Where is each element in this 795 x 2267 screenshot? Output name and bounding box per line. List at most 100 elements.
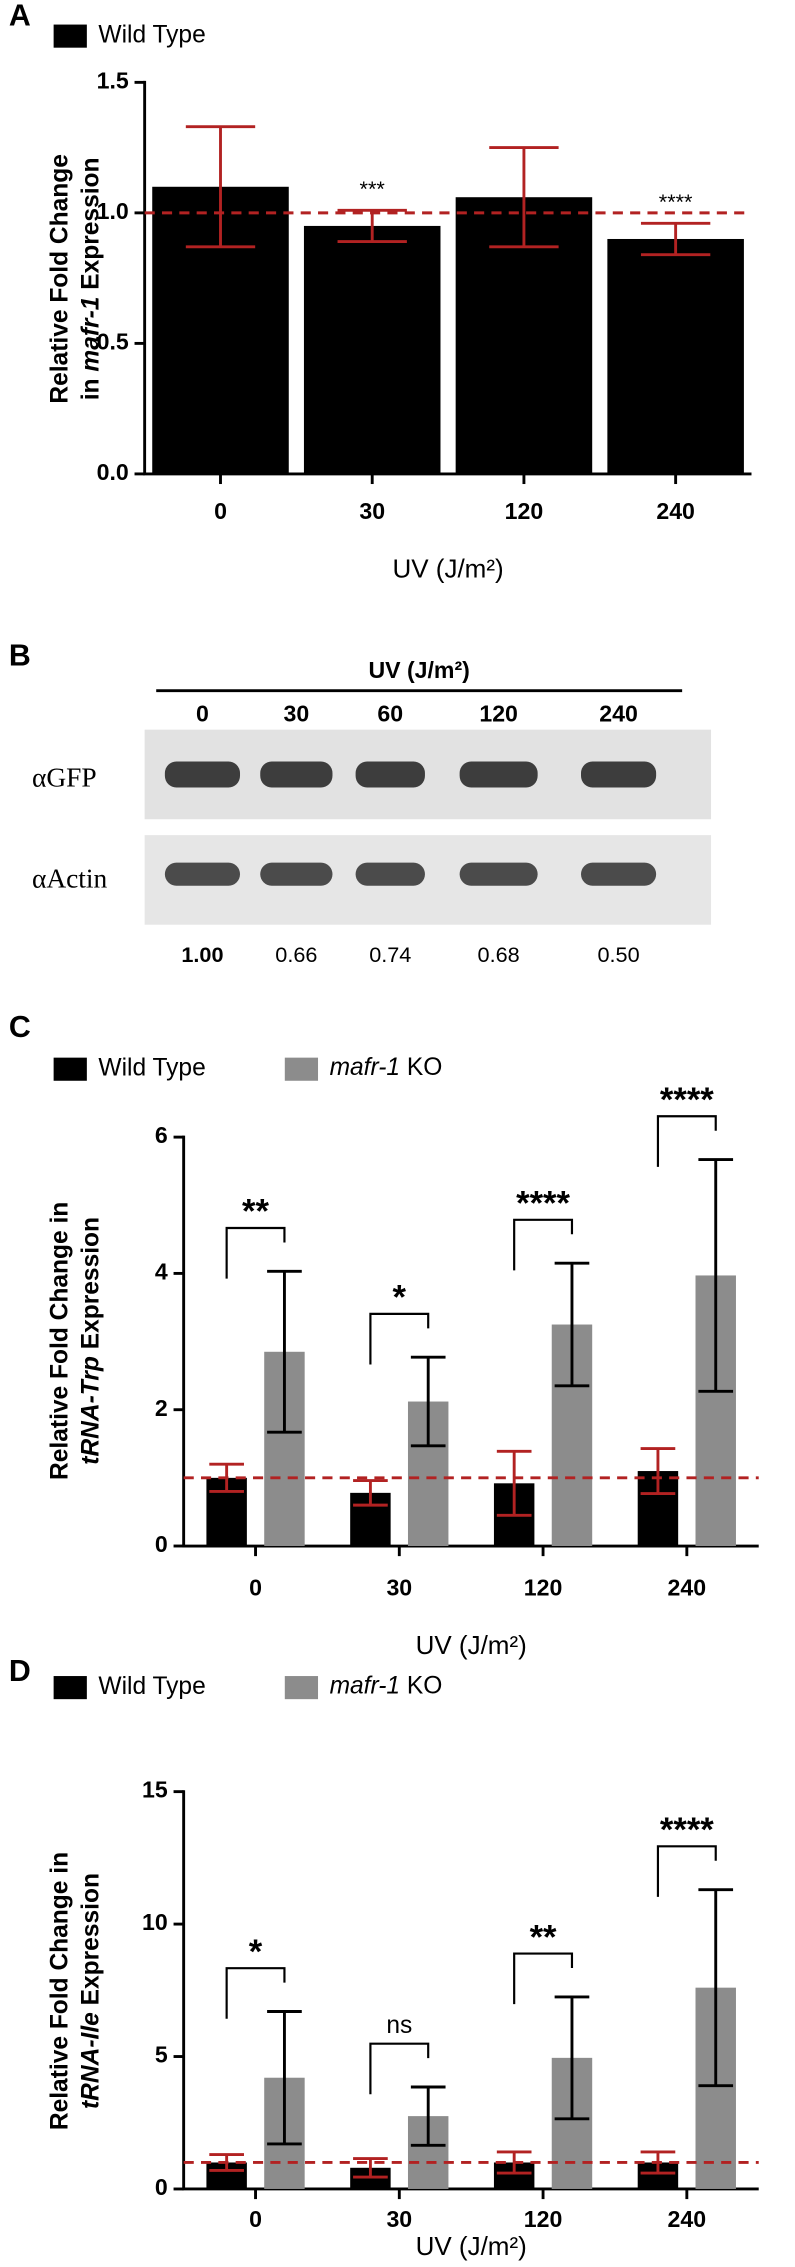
y-axis-label: in mafr-1 Expression xyxy=(78,157,105,400)
lane-label: 120 xyxy=(479,700,518,726)
legend-swatch xyxy=(284,1057,319,1081)
blot-band xyxy=(580,761,657,788)
significance-bracket xyxy=(656,1845,717,1897)
significance-bracket xyxy=(369,2042,430,2095)
y-tick-label: 2 xyxy=(155,1395,168,1421)
significance-bracket xyxy=(656,1115,717,1167)
x-tick-label: 0 xyxy=(214,498,227,524)
x-tick-label: 120 xyxy=(524,2206,563,2232)
x-tick-label: 30 xyxy=(359,498,385,524)
significance: **** xyxy=(660,1811,714,1849)
x-axis-label: UV (J/m²) xyxy=(416,1630,527,1660)
legend-swatch xyxy=(53,24,87,48)
y-tick-label: 6 xyxy=(155,1122,168,1148)
lane-label: 240 xyxy=(599,700,638,726)
blot-band xyxy=(164,761,241,788)
y-axis-label: Relative Fold Change xyxy=(46,154,73,404)
blot-row-label: αActin xyxy=(32,864,108,894)
error-bar xyxy=(640,221,711,257)
x-tick-label: 0 xyxy=(249,1574,262,1600)
y-tick-label: 15 xyxy=(142,1777,168,1803)
significance: ns xyxy=(386,2012,412,2039)
lane-label: 30 xyxy=(283,700,309,726)
lane-label: 60 xyxy=(377,700,403,726)
significance: **** xyxy=(659,189,693,214)
panel-letter: B xyxy=(9,639,31,672)
lane-label: 0 xyxy=(196,700,209,726)
blot-band xyxy=(459,761,538,788)
significance-bracket xyxy=(369,1312,430,1365)
legend-swatch xyxy=(53,1057,87,1081)
error-bar xyxy=(410,2085,446,2147)
significance: * xyxy=(249,1933,263,1971)
y-tick-label: 10 xyxy=(142,1909,168,1935)
y-axis-label: tRNA-Ile Expression xyxy=(78,1873,105,2109)
significance: **** xyxy=(660,1081,714,1119)
legend-swatch xyxy=(284,1676,319,1700)
error-bar xyxy=(489,146,559,249)
blot-band xyxy=(355,761,425,788)
panel-letter: D xyxy=(9,1655,31,1688)
error-bar xyxy=(640,1447,676,1495)
legend-label: mafr-1 KO xyxy=(330,1055,443,1082)
error-bar xyxy=(698,1158,734,1393)
error-bar xyxy=(267,1269,302,1434)
x-tick-label: 120 xyxy=(524,1574,563,1600)
y-axis-label: tRNA-Trp Expression xyxy=(78,1217,105,1465)
x-tick-label: 240 xyxy=(668,2206,707,2232)
x-tick-label: 30 xyxy=(386,2206,412,2232)
significance: ** xyxy=(242,1193,269,1231)
x-axis-label: UV (J/m²) xyxy=(416,2231,527,2261)
legend-label: mafr-1 KO xyxy=(330,1673,443,1700)
error-bar xyxy=(554,1995,590,2121)
y-axis-label: Relative Fold Change in xyxy=(46,1852,73,2130)
x-tick-label: 0 xyxy=(249,2206,262,2232)
quantification: 1.00 xyxy=(181,942,223,967)
blot-band xyxy=(260,761,333,788)
error-bar xyxy=(185,125,256,249)
error-bar xyxy=(698,1888,734,2088)
y-tick-label: 0 xyxy=(155,1531,168,1557)
x-tick-label: 120 xyxy=(505,498,544,524)
x-tick-label: 240 xyxy=(656,498,695,524)
significance-bracket xyxy=(225,1967,286,2019)
significance: * xyxy=(393,1279,407,1317)
significance: *** xyxy=(360,176,386,201)
quantification: 0.74 xyxy=(369,942,411,967)
blot-row-label: αGFP xyxy=(32,763,97,793)
error-bar xyxy=(353,1479,388,1507)
quantification: 0.66 xyxy=(275,942,317,967)
significance: **** xyxy=(516,1185,570,1223)
legend-label: Wild Type xyxy=(98,1673,205,1700)
blot-band xyxy=(459,862,538,886)
y-axis-label: Relative Fold Change in xyxy=(46,1202,73,1480)
error-bar xyxy=(554,1261,590,1388)
error-bar xyxy=(410,1355,446,1448)
y-tick-label: 1.5 xyxy=(97,67,129,93)
y-tick-label: 0.5 xyxy=(97,329,129,355)
blot-band xyxy=(164,862,241,886)
bar xyxy=(303,225,441,474)
significance: ** xyxy=(530,1918,557,1956)
y-tick-label: 4 xyxy=(155,1259,168,1285)
blot-band xyxy=(260,862,333,886)
error-bar xyxy=(267,2010,302,2146)
x-axis-label: UV (J/m²) xyxy=(392,554,503,584)
significance-bracket xyxy=(513,1218,574,1271)
quantification: 0.68 xyxy=(478,942,520,967)
x-tick-label: 30 xyxy=(386,1574,412,1600)
error-bar xyxy=(496,1449,532,1517)
legend-swatch xyxy=(53,1676,87,1700)
legend-label: Wild Type xyxy=(98,22,205,49)
panel-letter: A xyxy=(9,0,31,32)
legend-label: Wild Type xyxy=(98,1055,205,1082)
blot-band xyxy=(355,862,425,886)
significance-bracket xyxy=(225,1226,286,1279)
blot-title: UV (J/m²) xyxy=(368,657,469,683)
significance-bracket xyxy=(513,1952,574,2005)
blot-band xyxy=(580,862,657,886)
y-tick-label: 0 xyxy=(155,2174,168,2200)
y-tick-label: 0.0 xyxy=(97,459,129,485)
